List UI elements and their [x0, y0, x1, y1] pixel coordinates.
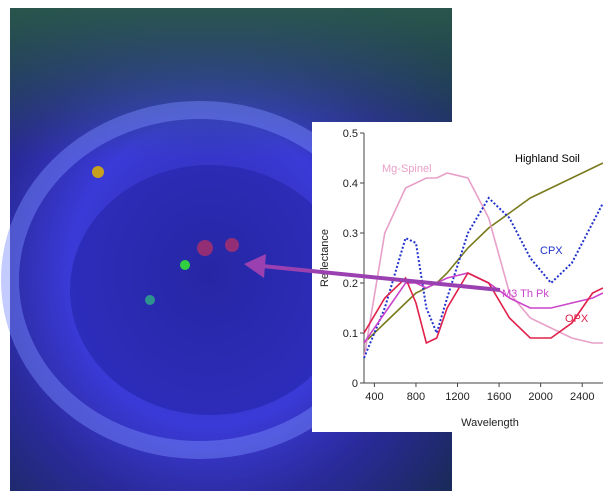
y-tick-label: 0.3: [343, 228, 358, 240]
page: {"chart_data": {"type": "line", "x_label…: [0, 0, 603, 491]
legend-label: CPX: [540, 245, 563, 257]
y-axis-label: Reflectance: [319, 229, 331, 287]
x-tick-label: 2400: [570, 391, 594, 403]
x-axis-label: Wavelength: [461, 417, 519, 429]
y-tick-label: 0.4: [343, 178, 358, 190]
x-tick-label: 1200: [445, 391, 469, 403]
y-tick-label: 0: [352, 378, 358, 390]
y-tick-label: 0.5: [343, 128, 358, 140]
legend-label: M3 Th Pk: [502, 288, 549, 300]
x-tick-label: 800: [407, 391, 425, 403]
y-tick-label: 0.1: [343, 328, 358, 340]
legend-label: Highland Soil: [515, 153, 580, 165]
legend-label: Mg-Spinel: [382, 163, 432, 175]
x-tick-label: 2000: [528, 391, 552, 403]
figure: Reflectance Wavelength 0 0.1 0.2 0.3 0.4 0.5 4…: [0, 0, 603, 491]
legend-label: OPX: [565, 313, 589, 325]
x-tick-label: 1600: [487, 391, 511, 403]
x-tick-label: 400: [365, 391, 383, 403]
y-tick-label: 0.2: [343, 278, 358, 290]
